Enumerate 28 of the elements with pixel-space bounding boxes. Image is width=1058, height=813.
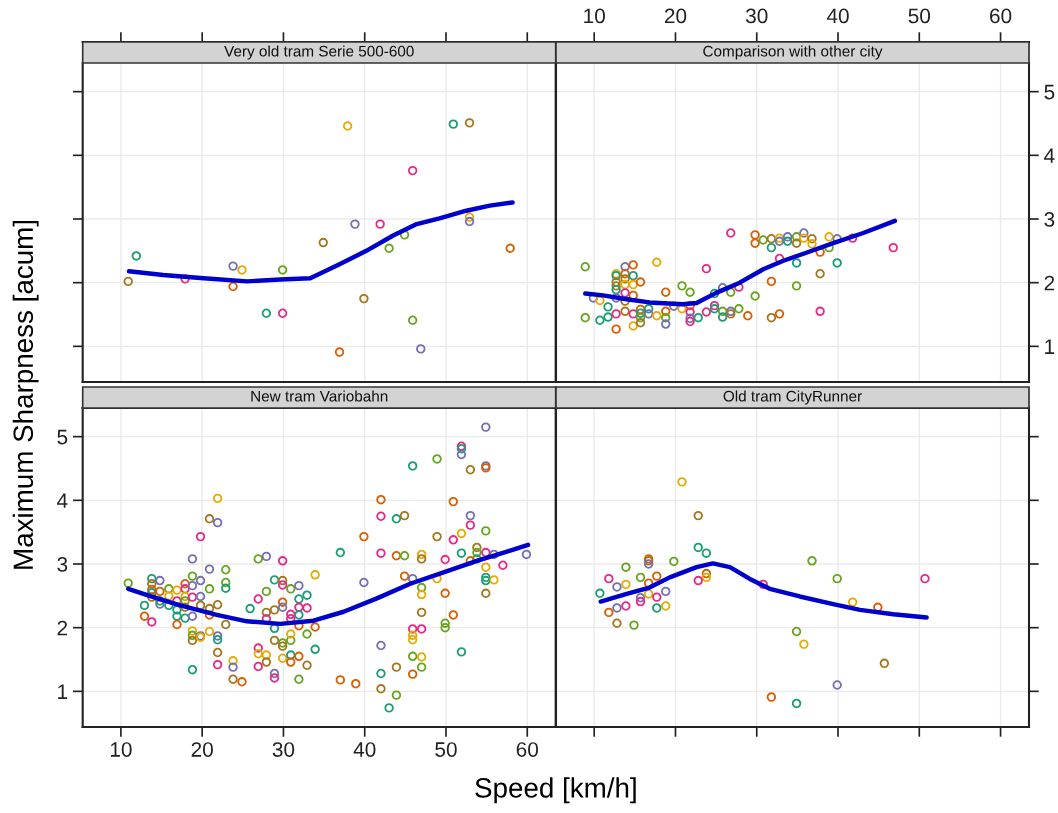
x-tick-label: 40 <box>353 742 376 757</box>
y-axis-title: Maximum Sharpness [acum] <box>12 220 39 569</box>
x-tick-label: 30 <box>745 8 768 24</box>
x-tick-label: 10 <box>110 742 132 757</box>
y-tick-label: 3 <box>1044 212 1055 227</box>
y-tick-label: 2 <box>57 620 68 636</box>
y-tick-label: 3 <box>57 557 68 572</box>
x-tick-label: 20 <box>664 8 687 24</box>
chart-title: Comparison with other city <box>703 45 883 60</box>
x-tick-label: 60 <box>990 8 1012 24</box>
chart-title: New tram Variobahn <box>251 390 388 402</box>
y-tick-label: 4 <box>1044 148 1055 163</box>
y-tick-label: 4 <box>57 493 68 508</box>
x-axis-title: Speed [km/h] <box>475 777 636 804</box>
x-tick-label: 50 <box>435 742 457 757</box>
x-tick-label: 60 <box>516 742 539 757</box>
chart-title: Very old tram Serie 500-600 <box>224 45 414 60</box>
y-tick-label: 5 <box>1044 84 1055 100</box>
x-tick-label: 10 <box>584 8 605 24</box>
y-tick-label: 1 <box>58 684 68 699</box>
x-tick-label: 30 <box>272 742 295 757</box>
x-tick-label: 20 <box>191 742 213 757</box>
y-tick-label: 2 <box>1044 275 1055 291</box>
x-tick-label: 40 <box>826 8 849 24</box>
y-tick-label: 5 <box>57 429 68 445</box>
y-tick-label: 1 <box>1045 339 1055 354</box>
x-tick-label: 50 <box>908 8 931 24</box>
chart-title: Old tram CityRunner <box>723 390 862 405</box>
